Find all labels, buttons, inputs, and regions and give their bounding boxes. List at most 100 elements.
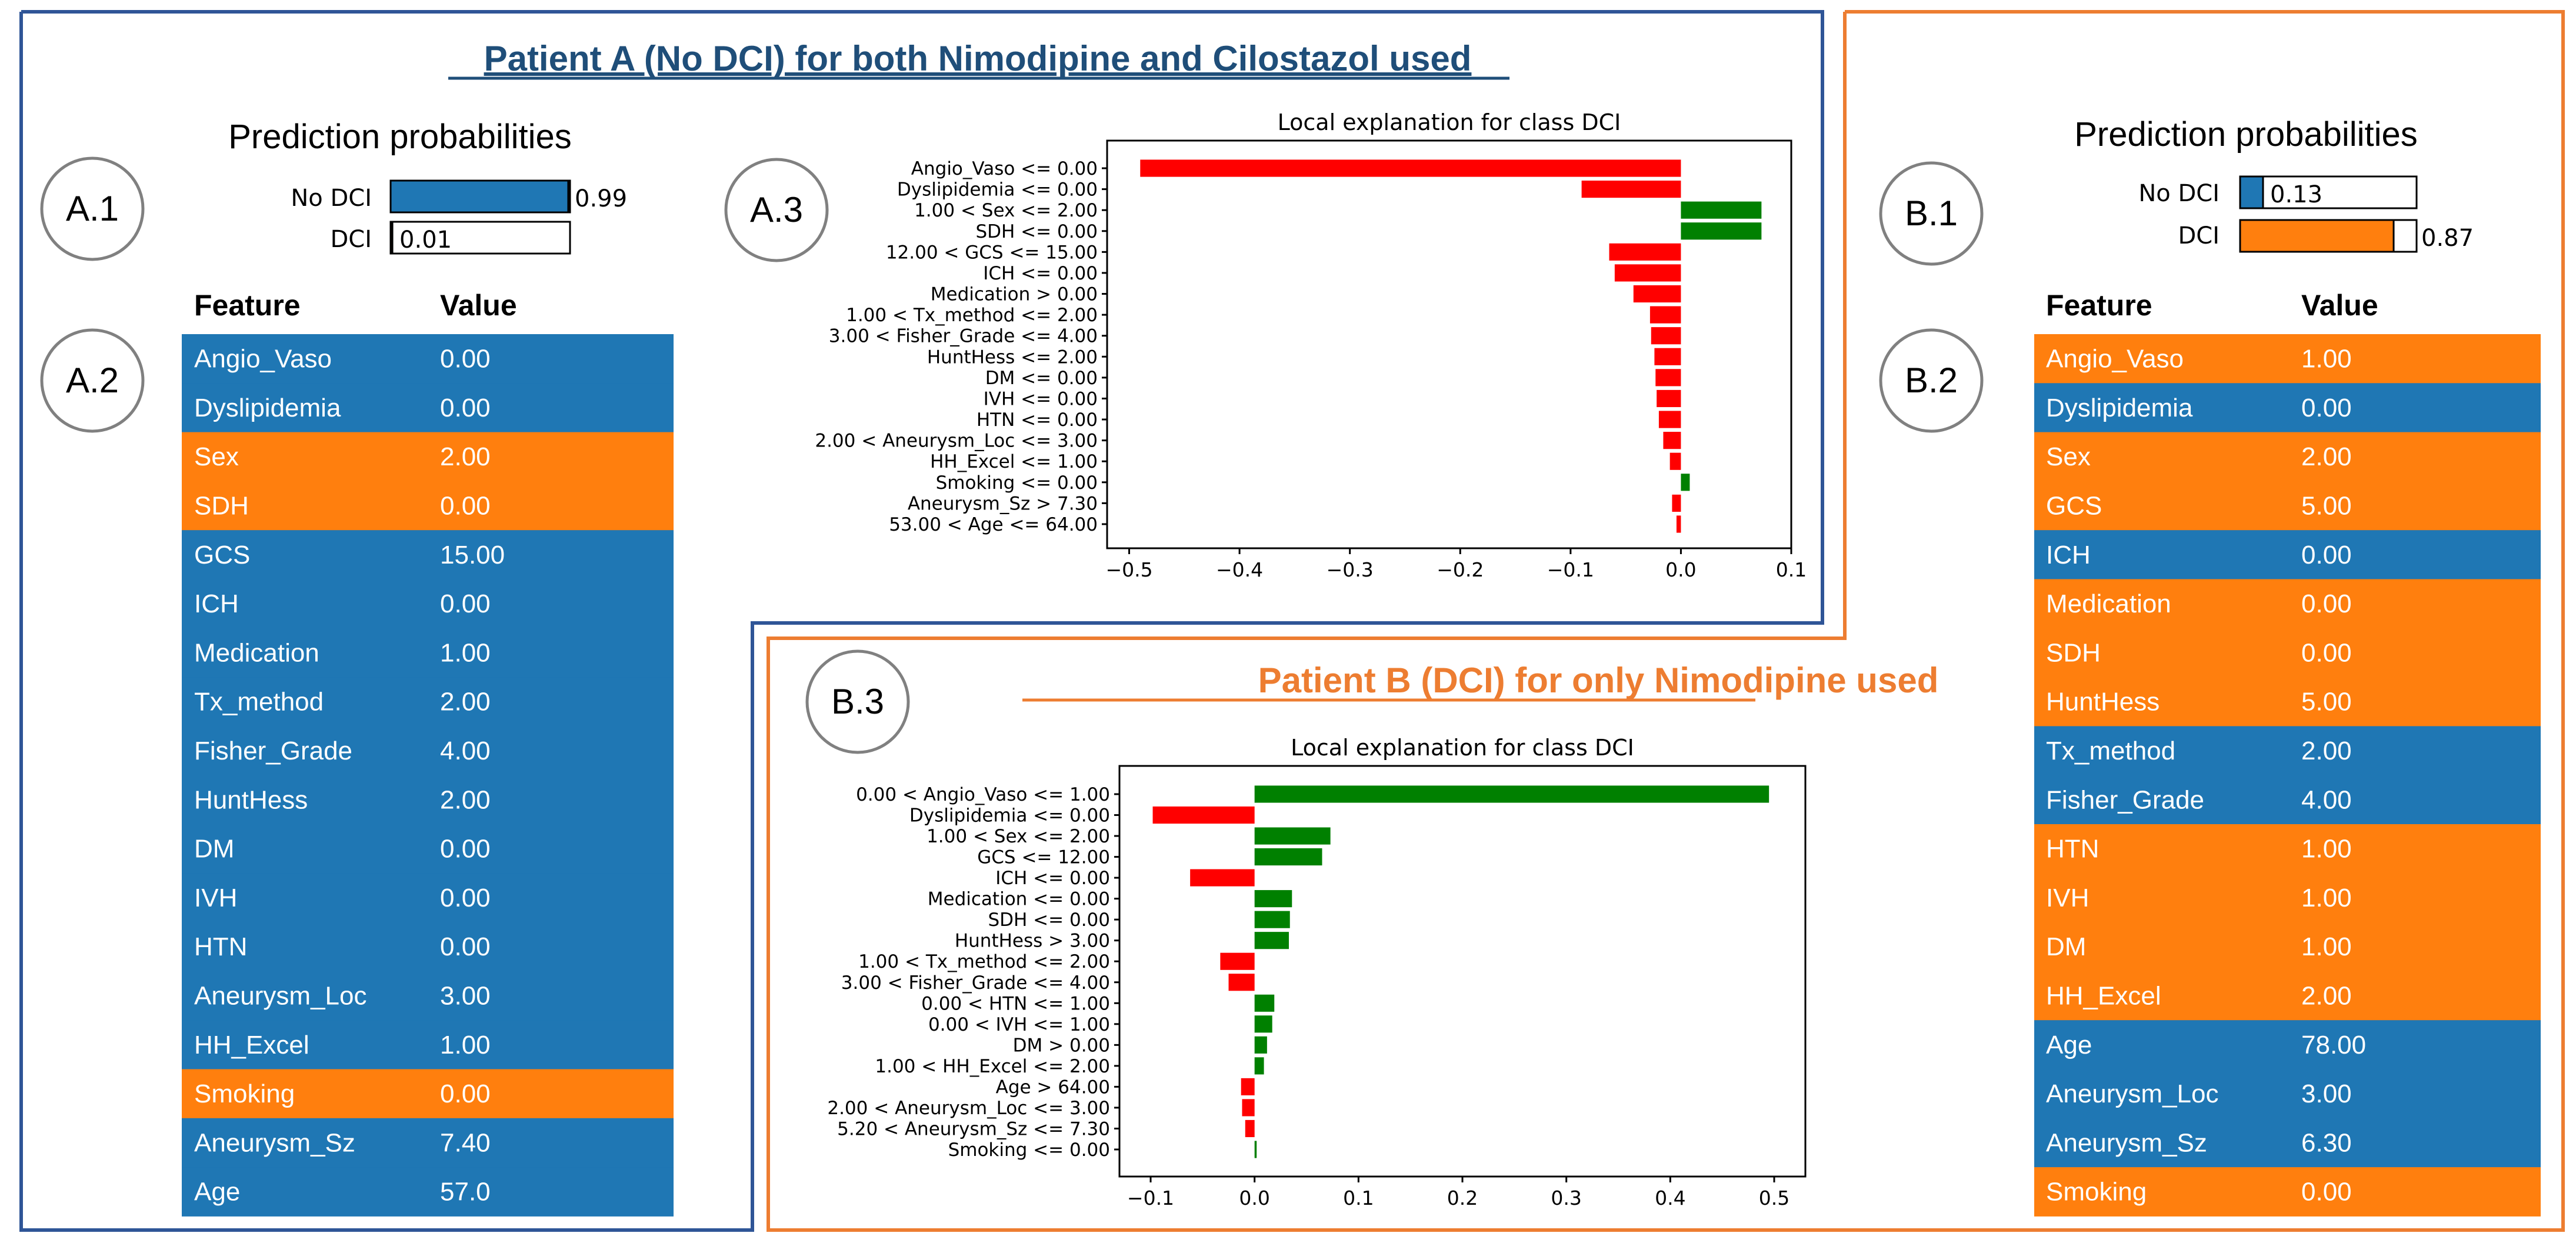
table-cell-value: 0.00: [440, 1079, 491, 1108]
chart-bar: [1254, 994, 1275, 1012]
table-cell-feature: Medication: [2046, 589, 2171, 618]
chart-bar: [1672, 494, 1681, 512]
table-row: [2034, 677, 2541, 727]
chart-axes-frame: [1118, 765, 1807, 1178]
chart-bar: [1254, 1057, 1264, 1075]
chart-bar: [1649, 306, 1681, 324]
table-cell-feature: Tx_method: [194, 688, 324, 717]
label-b2: B.2: [1879, 328, 1984, 433]
table-cell-value: 0.00: [440, 835, 491, 864]
patient-b-frame: [767, 10, 2565, 1232]
table-cell-feature: Smoking: [194, 1079, 295, 1108]
y-tick-label: 53.00 < Age <= 64.00: [889, 514, 1098, 535]
table-cell-value: 5.00: [2301, 492, 2352, 521]
x-tick-label: −0.1: [1547, 558, 1594, 581]
x-tick-label: 0.4: [1655, 1187, 1685, 1209]
chart-bar: [1669, 452, 1681, 470]
local-explanation-chart-a: Local explanation for class DCI Angio_Vas…: [815, 109, 1807, 581]
table-row: [182, 1118, 674, 1168]
table-row: [2034, 481, 2541, 531]
table-cell-feature: GCS: [194, 541, 250, 569]
table-a-header-feature: Feature: [194, 289, 301, 322]
label-a2-text: A.2: [66, 361, 119, 400]
chart-bar: [1254, 1015, 1272, 1033]
chart-bar: [1657, 389, 1681, 408]
table-row: [182, 677, 674, 727]
y-tick-label: Medication <= 0.00: [928, 889, 1110, 910]
label-a3-text: A.3: [750, 190, 803, 229]
prediction-probabilities-b: Prediction probabilities No DCI DCI 0.13…: [2074, 115, 2474, 253]
chart-bar: [1658, 411, 1681, 428]
label-a3: A.3: [724, 158, 829, 262]
table-row: [2034, 628, 2541, 678]
label-b3-text: B.3: [831, 682, 884, 721]
y-tick-label: 2.00 < Aneurysm_Loc <= 3.00: [815, 431, 1098, 452]
table-cell-feature: Sex: [2046, 442, 2091, 471]
table-cell-feature: Dyslipidemia: [2046, 394, 2193, 422]
chart-bar: [1614, 264, 1681, 282]
pred-a-value-1: 0.01: [399, 226, 452, 254]
chart-bar: [1655, 369, 1681, 386]
x-tick-label: 0.0: [1665, 558, 1696, 581]
chart-bar: [1254, 848, 1322, 866]
table-row: [2034, 1118, 2541, 1168]
table-cell-value: 3.00: [440, 982, 491, 1011]
x-tick-label: 0.1: [1776, 558, 1807, 581]
table-cell-feature: Sex: [194, 442, 239, 471]
pred-b-value-0: 0.13: [2270, 181, 2322, 208]
y-tick-label: Aneurysm_Sz > 7.30: [908, 493, 1098, 514]
table-cell-feature: Aneurysm_Loc: [2046, 1079, 2218, 1108]
y-tick-label: 12.00 < GCS <= 15.00: [886, 242, 1098, 263]
table-row: [182, 873, 674, 923]
chart-title: Local explanation for class DCI: [1278, 109, 1621, 135]
table-row: [2034, 971, 2541, 1021]
table-cell-value: 15.00: [440, 541, 505, 569]
prediction-label-dci-a: DCI: [330, 226, 372, 253]
x-tick-label: 0.3: [1551, 1187, 1581, 1209]
table-row: [2034, 383, 2541, 433]
table-cell-feature: IVH: [194, 884, 237, 912]
y-tick-label: DM > 0.00: [1013, 1035, 1110, 1056]
chart-bar: [1633, 285, 1681, 303]
table-cell-feature: ICH: [2046, 541, 2091, 569]
chart-bar: [1242, 1099, 1255, 1117]
table-row: [2034, 922, 2541, 972]
table-cell-value: 0.00: [2301, 589, 2352, 618]
prediction-title-a: Prediction probabilities: [228, 118, 572, 156]
table-cell-feature: IVH: [2046, 884, 2089, 912]
chart-bar: [1190, 869, 1255, 887]
pred-b-bar-0: [2239, 175, 2264, 209]
chart-bar: [1241, 1078, 1255, 1095]
chart-bar: [1254, 890, 1292, 908]
table-cell-value: 2.00: [440, 688, 491, 717]
table-cell-value: 0.00: [440, 932, 491, 961]
table-cell-feature: SDH: [194, 492, 249, 521]
y-tick-label: HTN <= 0.00: [977, 409, 1098, 431]
y-tick-label: 0.00 < HTN <= 1.00: [921, 993, 1110, 1014]
table-row: [182, 971, 674, 1021]
pred-b-bar-1: [2239, 219, 2395, 253]
x-tick-label: −0.1: [1127, 1187, 1174, 1209]
y-tick-label: 1.00 < Sex <= 2.00: [914, 200, 1098, 221]
table-row: [2034, 530, 2541, 579]
table-cell-value: 2.00: [2301, 442, 2352, 471]
table-cell-value: 2.00: [440, 785, 491, 814]
table-cell-feature: Aneurysm_Sz: [2046, 1128, 2207, 1157]
table-cell-feature: Medication: [194, 638, 319, 667]
label-a1: A.1: [40, 156, 145, 261]
table-row: [182, 628, 674, 678]
table-cell-feature: GCS: [2046, 492, 2102, 521]
table-row: [182, 1167, 674, 1217]
chart-bar: [1681, 222, 1762, 240]
table-cell-feature: HuntHess: [2046, 688, 2160, 717]
chart-bar: [1140, 159, 1681, 177]
chart-bar: [1254, 932, 1289, 949]
table-cell-feature: DM: [194, 835, 234, 864]
table-row: [2034, 432, 2541, 482]
chart-bar: [1663, 432, 1681, 449]
chart-bar: [1254, 827, 1331, 845]
y-tick-label: Angio_Vaso <= 0.00: [911, 158, 1098, 179]
table-cell-value: 6.30: [2301, 1128, 2352, 1157]
table-cell-value: 0.00: [2301, 541, 2352, 569]
y-tick-label: 1.00 < Tx_method <= 2.00: [858, 951, 1110, 972]
